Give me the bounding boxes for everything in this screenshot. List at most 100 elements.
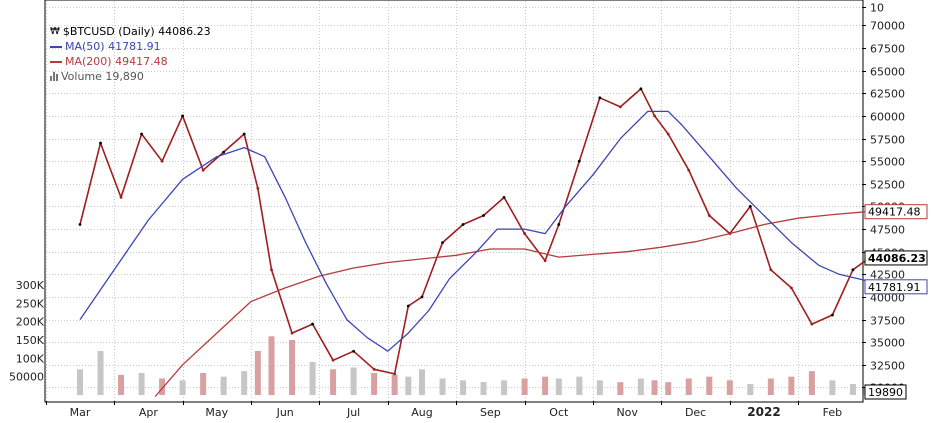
- volume-bar: [637, 378, 644, 395]
- volume-bar: [391, 374, 398, 395]
- x-tick-label: Aug: [411, 406, 432, 419]
- price-point: [482, 214, 485, 217]
- price-point: [707, 214, 711, 217]
- volume-tick-label: 50000: [9, 371, 44, 384]
- price-point: [577, 159, 581, 163]
- price-tick-label: 32500: [870, 360, 905, 373]
- axis-layer: Mar Apr May Jun Jul Aug Sep Oct Nov Dec 2022 Feb 10 7…: [9, 2, 905, 420]
- price-point: [140, 132, 143, 136]
- price-point: [119, 195, 123, 199]
- price-point: [687, 168, 691, 172]
- price-point: [420, 295, 424, 299]
- x-tick-label: Apr: [139, 406, 159, 419]
- volume-tick-label: 300K: [16, 279, 45, 292]
- legend-ma50-label: MA(50) 41781.91: [65, 40, 161, 53]
- volume-bar: [706, 376, 713, 395]
- x-tick-label: 2022: [747, 405, 780, 419]
- price-point: [502, 195, 506, 199]
- volume-bar: [439, 378, 446, 395]
- ma50-line: [79, 110, 867, 352]
- legend-ma50: MA(50) 41781.91: [50, 39, 211, 54]
- volume-bar: [747, 383, 754, 395]
- x-tick-label: Mar: [70, 406, 91, 419]
- price-point: [666, 132, 670, 136]
- volume-bar: [542, 376, 549, 395]
- volume-bar: [330, 369, 337, 395]
- volume-bars-icon: [50, 72, 58, 81]
- price-point: [256, 186, 260, 190]
- volume-bar: [665, 382, 672, 395]
- price-tick-label: 35000: [870, 337, 905, 350]
- x-tick-label: Oct: [549, 406, 569, 419]
- volume-bar: [651, 380, 658, 395]
- price-point: [557, 223, 561, 226]
- volume-bar: [118, 374, 125, 395]
- volume-tick-label: 250K: [16, 297, 45, 310]
- price-tick-label: 62500: [870, 88, 905, 101]
- volume-bar: [726, 380, 733, 395]
- price-point: [406, 304, 410, 308]
- x-tick-label: Dec: [685, 406, 706, 419]
- last-ma200-label-box: [864, 204, 928, 220]
- volume-bar: [371, 372, 378, 395]
- volume-bar: [808, 371, 815, 395]
- price-tick-label: 52500: [870, 179, 905, 192]
- price-tick-label: 37500: [870, 315, 905, 328]
- volume-bar: [97, 350, 104, 395]
- price-tick-label: 47500: [870, 224, 905, 237]
- last-volume-label-box: [864, 384, 907, 400]
- plot-area: [44, 0, 864, 403]
- volume-bar: [220, 376, 227, 395]
- volume-bar: [138, 372, 145, 395]
- price-point: [331, 358, 335, 362]
- last-price-label-box: [864, 250, 928, 266]
- last-ma50-label-box: [864, 279, 928, 295]
- volume-bar: [596, 380, 603, 395]
- volume-bar: [829, 380, 836, 395]
- volume-bar: [788, 376, 795, 395]
- volume-bar: [254, 350, 261, 395]
- price-point: [99, 141, 102, 145]
- x-tick-label: Nov: [616, 406, 638, 419]
- volume-bar: [350, 367, 357, 395]
- last-value-labels: 49417.48 44086.23 41781.91 19890: [864, 204, 928, 400]
- ma200-swatch-icon: [50, 60, 62, 63]
- legend-ma200-label: MA(200) 49417.48: [65, 55, 168, 68]
- price-tick-label: 42500: [870, 269, 905, 282]
- price-point: [831, 313, 834, 317]
- x-tick-label: Sep: [480, 406, 501, 419]
- volume-bar: [685, 378, 692, 395]
- price-point: [523, 232, 526, 235]
- price-point: [78, 223, 82, 226]
- price-point: [543, 259, 547, 263]
- volume-bar: [179, 380, 186, 395]
- price-point: [748, 205, 752, 208]
- legend-price-label: $BTCUSD (Daily) 44086.23: [62, 25, 211, 38]
- price-point: [270, 268, 273, 272]
- candlestick-icon: ₩: [50, 26, 60, 37]
- price-point: [461, 223, 465, 226]
- price-point: [789, 286, 793, 290]
- legend-volume: Volume 19,890: [50, 69, 211, 84]
- price-tick-label: 67500: [870, 43, 905, 56]
- volume-bar: [521, 378, 528, 395]
- price-point: [201, 168, 205, 172]
- price-point: [352, 349, 355, 353]
- volume-bar: [767, 378, 774, 395]
- volume-bar: [200, 372, 207, 395]
- volume-tick-label: 150K: [16, 334, 45, 347]
- volume-bar: [501, 380, 508, 395]
- price-point: [810, 322, 814, 326]
- price-point: [372, 367, 376, 371]
- ma200-line: [154, 211, 867, 397]
- ma-layer: [79, 110, 867, 397]
- volume-bar: [289, 339, 296, 395]
- volume-bar: [617, 382, 624, 395]
- volume-bar: [419, 369, 425, 395]
- price-point: [769, 268, 773, 272]
- price-point: [181, 114, 185, 118]
- volume-bar: [309, 361, 316, 395]
- volume-bar: [460, 380, 467, 395]
- price-point: [242, 132, 246, 136]
